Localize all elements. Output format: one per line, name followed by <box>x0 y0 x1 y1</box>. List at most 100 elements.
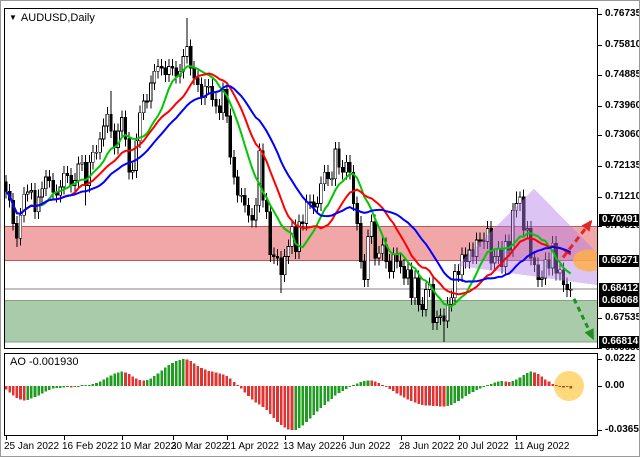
ao-bar <box>95 383 98 386</box>
ao-bar <box>366 380 370 386</box>
ao-bar <box>138 379 142 386</box>
ao-bar <box>511 381 515 386</box>
ao-bar <box>189 361 192 386</box>
ao-bar <box>489 383 493 386</box>
candle-body <box>456 270 461 276</box>
ao-bar <box>551 383 554 386</box>
price-tick-label: 0.67535 <box>605 312 640 323</box>
ao-bar <box>500 381 504 386</box>
date-tick-mark <box>401 436 402 440</box>
ao-bar <box>294 386 297 430</box>
ao-bar <box>232 381 236 386</box>
candle-body <box>167 65 171 76</box>
date-tick-mark <box>285 436 286 440</box>
ao-bar <box>435 386 439 407</box>
candle-body <box>116 130 120 148</box>
ao-bar <box>40 386 44 394</box>
price-tick-label: 0.76735 <box>605 8 640 19</box>
support-zone <box>4 300 598 343</box>
candle-body <box>333 148 338 180</box>
ao-bar <box>460 386 464 399</box>
ao-bar <box>156 373 160 386</box>
candle-body <box>492 256 497 264</box>
candle-body <box>359 223 363 262</box>
ao-bar <box>240 386 243 389</box>
candle-body <box>214 99 218 107</box>
ao-bar <box>334 386 337 396</box>
price-tick-label: 0.75810 <box>605 39 640 50</box>
candle-body <box>199 84 204 99</box>
ao-bar <box>124 372 127 386</box>
ao-bar <box>522 374 525 386</box>
ao-bar <box>297 386 301 429</box>
support-zone-fill <box>4 300 598 342</box>
ao-bar <box>196 366 200 386</box>
candle-body <box>94 151 99 154</box>
ao-bar <box>449 386 453 405</box>
candle-body <box>489 227 493 264</box>
ao-bar <box>236 385 239 386</box>
ao-bar <box>558 386 562 387</box>
ao-bar <box>547 381 551 386</box>
ao-bar <box>272 386 276 419</box>
candle-body <box>355 203 359 224</box>
date-tick-label: 10 Mar 2022 <box>120 441 177 452</box>
main-price-chart[interactable] <box>4 8 598 349</box>
candle-body <box>141 100 146 114</box>
bearish-scenario-arrow <box>572 298 595 341</box>
price-tick-mark <box>598 318 602 319</box>
candle-body <box>156 65 160 72</box>
price-tick-mark <box>598 348 602 349</box>
triangle-pattern <box>457 188 598 286</box>
candle-body <box>409 269 414 299</box>
candle-body <box>235 176 240 196</box>
candle-body <box>445 304 450 322</box>
ao-bar <box>402 386 406 398</box>
ao-bar <box>218 373 221 386</box>
ao-bar <box>87 384 91 386</box>
candle-body <box>532 257 537 266</box>
ao-bar <box>392 386 395 392</box>
ao-bar <box>15 386 19 399</box>
candle-body <box>203 85 207 99</box>
candle-body <box>518 196 522 204</box>
ao-bar <box>308 386 312 419</box>
candle-body <box>40 188 44 198</box>
date-tick-label: 20 Jul 2022 <box>457 441 509 452</box>
candle-body <box>98 138 102 153</box>
ao-bar <box>486 385 489 386</box>
ao-bar <box>316 386 319 412</box>
candle-body <box>112 130 117 148</box>
price-tick-mark <box>598 226 602 227</box>
candle-body <box>76 163 81 181</box>
candle-body <box>478 239 482 242</box>
ao-bar <box>359 381 363 386</box>
candle-body <box>232 156 236 178</box>
price-tick-label: 0.73960 <box>605 100 640 111</box>
candle-body <box>80 161 84 165</box>
ao-bar <box>536 374 540 386</box>
candle-body <box>337 148 341 168</box>
date-tick-label: 21 Apr 2022 <box>225 441 279 452</box>
date-tick-mark <box>227 436 228 440</box>
price-tick-label: 0.74885 <box>605 69 640 80</box>
symbol-dropdown-icon[interactable]: ▼ <box>9 13 17 22</box>
candle-body <box>449 297 453 305</box>
price-level-label: 0.70491 <box>599 214 639 226</box>
candle-body <box>326 171 330 180</box>
candle-body <box>109 113 113 132</box>
ao-indicator-label: AO -0.001930 <box>10 356 79 368</box>
ao-panel-border <box>4 353 598 436</box>
ao-bar <box>120 371 124 386</box>
candle-body <box>207 85 211 88</box>
price-tick-label: 0.72135 <box>605 160 640 171</box>
candle-body <box>163 67 167 76</box>
ao-indicator-chart[interactable] <box>4 353 598 436</box>
ao-bar <box>26 386 30 400</box>
ao-bar <box>66 386 69 388</box>
candle-body <box>529 227 533 259</box>
date-tick-mark <box>173 436 174 440</box>
ma-highlight-ellipse <box>573 249 598 272</box>
candle-body <box>547 259 551 269</box>
candle-body <box>413 277 417 299</box>
